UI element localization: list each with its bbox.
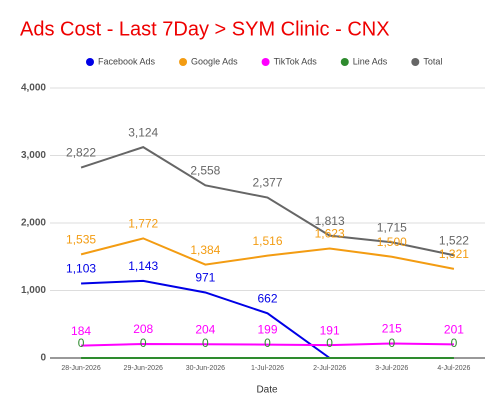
- data-label: 1,715: [377, 220, 407, 234]
- legend-marker: [261, 58, 270, 66]
- data-label: 0: [451, 336, 458, 350]
- data-label: 1,813: [315, 214, 345, 228]
- data-label: 2,377: [252, 176, 282, 190]
- y-tick-label: 1,000: [21, 285, 46, 296]
- data-label: 1,103: [66, 262, 96, 276]
- data-label: 0: [202, 336, 209, 350]
- x-tick-label: 28-Jun-2026: [61, 365, 100, 372]
- y-tick-label: 0: [40, 353, 46, 364]
- data-label: 1,143: [128, 259, 158, 273]
- series-line: [80, 237, 455, 270]
- legend-marker: [340, 58, 349, 66]
- data-label: 1,522: [439, 233, 469, 247]
- x-axis-label: Date: [256, 385, 278, 396]
- data-label: 1,516: [252, 234, 282, 248]
- x-tick-label: 29-Jun-2026: [124, 365, 163, 372]
- legend-label: Facebook Ads: [98, 56, 156, 66]
- data-label: 1,535: [66, 233, 96, 247]
- legend-marker: [86, 58, 94, 66]
- data-label: 1,772: [128, 217, 158, 231]
- x-tick-label: 2-Jul-2026: [313, 365, 346, 372]
- legend-marker: [179, 58, 188, 66]
- series-line: [80, 146, 455, 257]
- legend-label: Google Ads: [191, 56, 238, 66]
- series-line: [81, 279, 331, 359]
- data-label: 0: [140, 336, 147, 350]
- legend-label: TikTok Ads: [274, 56, 318, 66]
- data-label: 2,822: [66, 146, 96, 160]
- x-tick-label: 3-Jul-2026: [375, 365, 408, 372]
- data-label: 184: [71, 324, 91, 338]
- data-label: 201: [444, 323, 464, 337]
- data-label: 1,321: [439, 247, 469, 261]
- data-label: 1,623: [315, 227, 345, 241]
- legend-label: Line Ads: [353, 56, 388, 66]
- data-label: 1,384: [190, 243, 220, 257]
- data-label: 971: [195, 271, 215, 285]
- data-label: 1,500: [377, 235, 407, 249]
- data-label: 3,124: [128, 125, 158, 139]
- data-label: 215: [382, 322, 402, 336]
- x-tick-label: 30-Jun-2026: [186, 365, 225, 372]
- data-label: 191: [320, 323, 340, 337]
- x-tick-label: 1-Jul-2026: [251, 365, 284, 372]
- legend-marker: [411, 58, 420, 66]
- data-label: 204: [195, 322, 215, 336]
- data-label: 662: [257, 291, 277, 305]
- y-tick-label: 4,000: [21, 83, 46, 94]
- data-label: 0: [78, 336, 85, 350]
- x-tick-label: 4-Jul-2026: [437, 365, 470, 372]
- chart-title: Ads Cost - Last 7Day > SYM Clinic - CNX: [20, 18, 390, 40]
- y-tick-label: 2,000: [21, 218, 46, 229]
- data-label: 199: [257, 323, 277, 337]
- data-label: 0: [264, 336, 271, 350]
- data-label: 208: [133, 322, 153, 336]
- data-label: 0: [326, 336, 333, 350]
- y-tick-label: 3,000: [21, 150, 46, 161]
- data-label: 2,558: [190, 164, 220, 178]
- series-line: [81, 342, 454, 347]
- data-label: 0: [388, 336, 395, 350]
- legend-label: Total: [423, 56, 442, 66]
